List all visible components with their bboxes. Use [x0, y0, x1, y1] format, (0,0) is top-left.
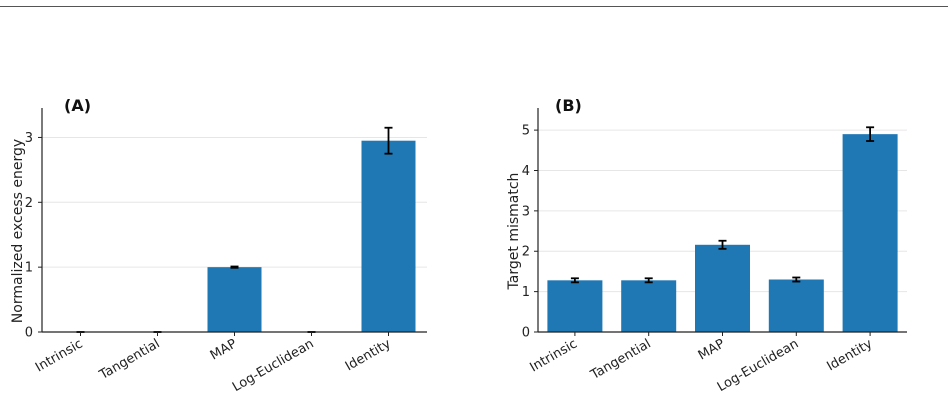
panel-a-xtick-label: Tangential — [96, 336, 162, 383]
panel-a-bar-map — [207, 267, 262, 332]
panel-a-label: (A) — [64, 96, 91, 115]
panel-b-error-bar — [866, 126, 875, 142]
panel-b-ytick-label: 1 — [522, 285, 530, 300]
panel-a-xtick-label: Identity — [343, 336, 394, 374]
panel-b-ytick-label: 4 — [522, 164, 530, 179]
panel-a-ytick-label: 1 — [25, 261, 33, 276]
panel-b-error-bar — [718, 239, 727, 250]
panel-a-xtick-label: Log-Euclidean — [230, 336, 316, 395]
panel-a-bar-identity — [361, 140, 416, 332]
panel-b-error-bar — [792, 276, 801, 283]
panel-a-ytick-label: 3 — [25, 131, 33, 146]
panel-b: (B) Target mismatch 0 1 2 3 4 5 Intrinsic Tange… — [506, 96, 907, 395]
panel-b-ytick-label: 3 — [522, 204, 530, 219]
panel-b-xtick-label: Log-Euclidean — [715, 336, 801, 395]
panel-b-xtick-label: Tangential — [587, 336, 653, 383]
panel-b-bar-map — [695, 244, 750, 332]
panel-a-ytick-label: 2 — [25, 196, 33, 211]
panel-a-error-bar — [230, 265, 239, 269]
panel-a-error-bar — [384, 126, 393, 155]
panel-b-ylabel: Target mismatch — [506, 173, 522, 291]
panel-b-error-bar — [644, 277, 653, 284]
panel-b-ytick-label: 5 — [522, 124, 530, 139]
panel-b-error-bar — [570, 277, 579, 284]
panel-a-xtick-label: Intrinsic — [33, 336, 85, 375]
top-rule — [0, 6, 948, 7]
panel-b-bar-intrinsic — [547, 280, 603, 332]
panel-a: (A) Normalized excess energy 0 1 2 3 Intrins… — [10, 96, 427, 395]
panel-a-ylabel: Normalized excess energy — [10, 139, 26, 323]
panel-b-xtick-label: Identity — [824, 336, 875, 374]
panel-b-bar-identity — [842, 134, 898, 332]
panel-a-ytick-label: 0 — [25, 326, 33, 341]
panel-b-xtick-label: MAP — [696, 336, 728, 363]
panel-b-ytick-label: 2 — [522, 245, 530, 260]
panel-b-xtick-label: Intrinsic — [527, 336, 579, 375]
panel-b-bar-log-euclidean — [768, 279, 824, 332]
panel-b-bar-tangential — [621, 280, 677, 332]
panel-b-ytick-label: 0 — [522, 326, 530, 341]
panel-b-label: (B) — [555, 96, 582, 115]
panel-a-xtick-label: MAP — [208, 336, 240, 363]
